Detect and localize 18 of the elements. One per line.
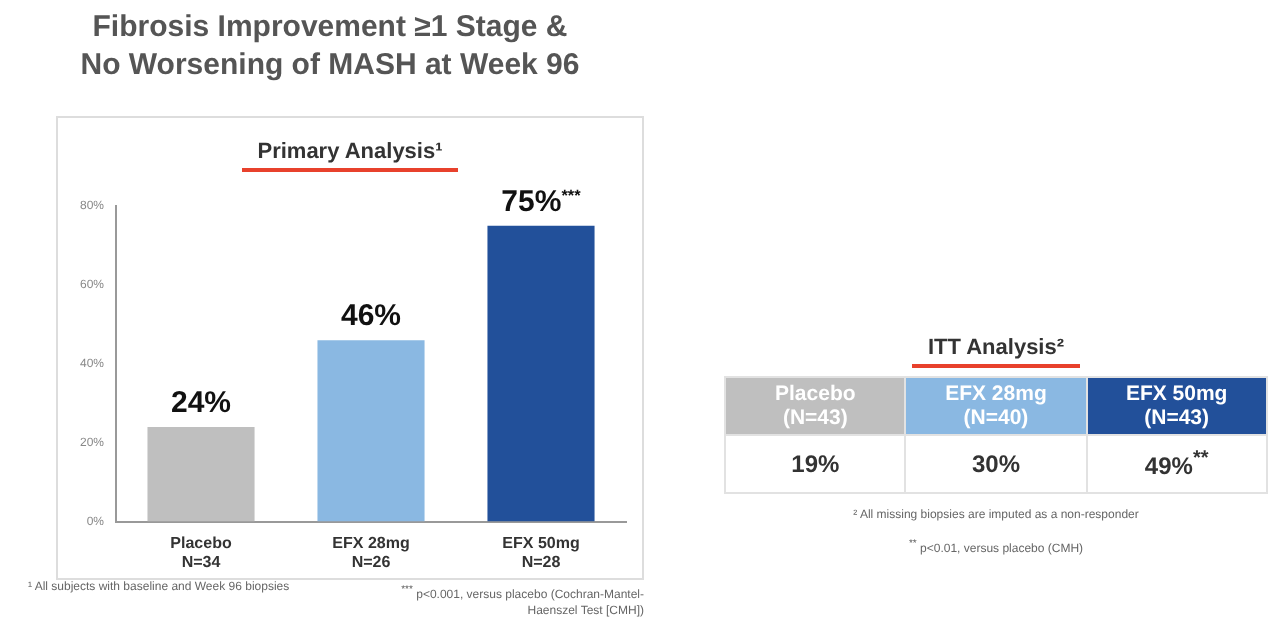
data-label: 24% bbox=[170, 386, 232, 421]
x-tick-label: Placebo N=34 bbox=[170, 533, 232, 571]
category-label: Placebo (N=43) bbox=[725, 377, 906, 435]
data-label: 49%$^{**}$ bbox=[1086, 435, 1267, 493]
text: ITT Analysis² bbox=[911, 336, 1081, 368]
chart-subtitle: Primary Analysis¹ bbox=[241, 140, 459, 172]
bar bbox=[317, 340, 425, 522]
category-label: EFX 50mg (N=43) bbox=[1086, 377, 1267, 435]
data-label: 19% bbox=[725, 435, 906, 493]
category-label: EFX 28mg (N=40) bbox=[905, 377, 1087, 435]
x-tick-label: EFX 50mg N=28 bbox=[502, 533, 580, 571]
bar bbox=[487, 225, 595, 522]
x-tick-label: EFX 28mg N=26 bbox=[332, 533, 410, 571]
bar bbox=[147, 426, 255, 522]
chart-title: Fibrosis Improvement ≥1 Stage & No Worsening of MASH at Week 96 bbox=[78, 8, 582, 84]
data-label: 46% bbox=[340, 299, 402, 334]
data-label: 30% bbox=[905, 435, 1087, 493]
data-label: 75%*** bbox=[501, 185, 583, 220]
